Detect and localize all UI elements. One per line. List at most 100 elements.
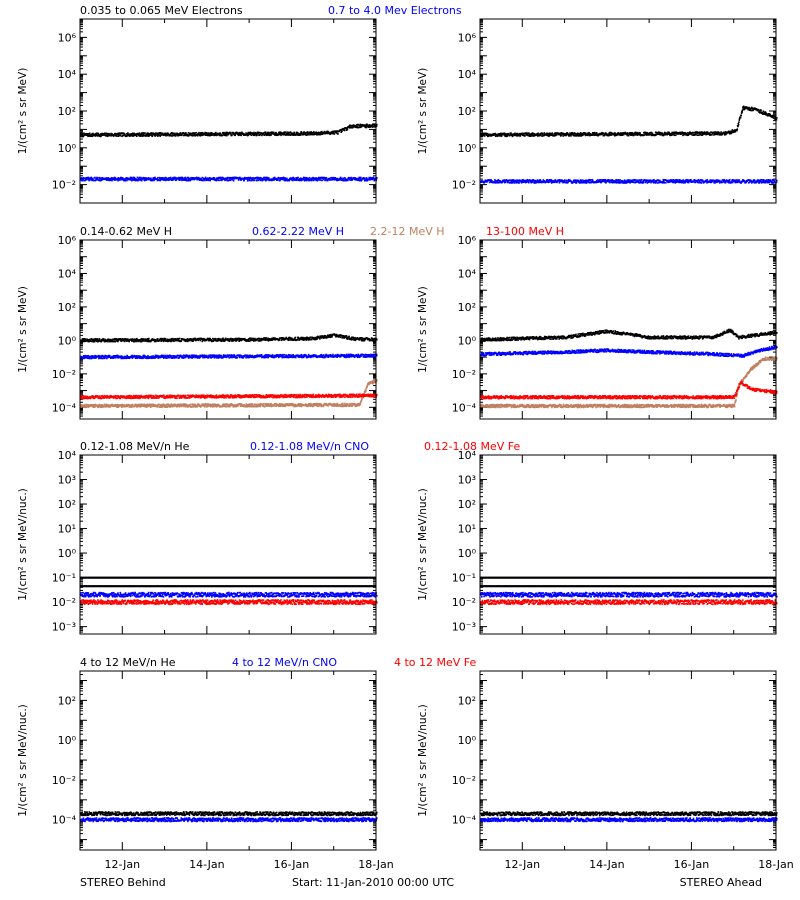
data-point [206, 177, 209, 180]
data-point [192, 132, 195, 135]
data-point [139, 176, 142, 179]
data-point [88, 179, 90, 182]
data-point [553, 135, 556, 137]
data-point [147, 132, 150, 135]
data-point [197, 176, 200, 179]
data-point [713, 134, 715, 136]
data-point [728, 131, 730, 133]
data-point [636, 133, 638, 136]
data-point [305, 131, 308, 134]
data-point [738, 117, 741, 120]
data-point [749, 107, 751, 110]
data-point [167, 179, 170, 182]
data-point [672, 133, 675, 136]
data-point [171, 177, 174, 179]
data-point [232, 131, 235, 134]
data-point [370, 178, 373, 181]
data-point [673, 131, 675, 134]
data-point [352, 124, 355, 126]
data-point [343, 179, 346, 182]
data-point [261, 177, 263, 180]
data-point [528, 133, 531, 135]
data-point [494, 135, 497, 138]
data-point [288, 179, 291, 182]
data-point [171, 133, 174, 135]
data-point [89, 134, 92, 136]
data-point [194, 135, 197, 137]
data-point [296, 131, 298, 134]
data-point [363, 179, 366, 182]
data-point [297, 176, 299, 179]
data-point [589, 179, 592, 181]
data-point [231, 177, 234, 180]
data-point [324, 179, 326, 182]
data-point [302, 176, 305, 179]
data-point [117, 135, 120, 137]
data-point [98, 134, 101, 136]
data-point [159, 177, 161, 180]
data-point [503, 132, 506, 135]
data-point [706, 131, 709, 134]
data-point [574, 132, 576, 135]
data-point [740, 112, 743, 115]
data-point [111, 133, 113, 135]
data-point [271, 131, 274, 134]
data-point [285, 179, 288, 182]
data-point [355, 126, 358, 129]
data-point [720, 131, 722, 133]
data-point [558, 133, 561, 136]
data-point [166, 134, 169, 137]
data-point [332, 176, 335, 179]
data-point [295, 177, 297, 179]
data-point [649, 133, 652, 136]
data-point [536, 133, 539, 136]
data-point [156, 178, 158, 181]
data-point [106, 135, 109, 138]
y-tick-label: 10⁰ [458, 142, 477, 155]
data-point [482, 132, 484, 135]
row-2-title-0: 0.12-1.08 MeV/n He [80, 440, 190, 453]
data-point [131, 177, 133, 180]
data-point [537, 132, 539, 135]
data-point [737, 125, 739, 128]
data-point [83, 132, 85, 135]
data-point [312, 179, 315, 182]
data-point [250, 179, 253, 182]
data-point [544, 181, 547, 184]
data-point [292, 179, 294, 182]
data-point [90, 176, 93, 179]
data-point [661, 133, 664, 135]
data-point [172, 178, 175, 181]
data-point [148, 337, 150, 340]
data-point [191, 134, 194, 137]
data-point [179, 179, 181, 182]
data-point [483, 135, 486, 137]
data-point [546, 133, 549, 136]
data-point [572, 132, 575, 135]
data-point [506, 135, 508, 137]
data-point [703, 133, 706, 135]
data-point [229, 132, 232, 135]
data-point [146, 132, 149, 134]
data-point [266, 179, 268, 181]
data-point [87, 178, 90, 180]
data-point [267, 132, 269, 135]
series-0 [80, 123, 378, 138]
data-point [528, 181, 530, 184]
data-point [196, 134, 199, 137]
data-point [578, 133, 581, 135]
data-point [156, 132, 158, 135]
data-point [321, 176, 323, 179]
data-point [155, 134, 158, 136]
data-point [133, 179, 135, 181]
data-point [272, 131, 275, 134]
row-1-title-3: 13-100 MeV H [486, 225, 564, 238]
data-point [217, 176, 220, 179]
data-point [507, 181, 509, 183]
data-point [520, 182, 523, 184]
data-point [145, 134, 148, 137]
data-point [704, 132, 707, 134]
data-point [609, 131, 611, 134]
data-point [632, 134, 635, 137]
